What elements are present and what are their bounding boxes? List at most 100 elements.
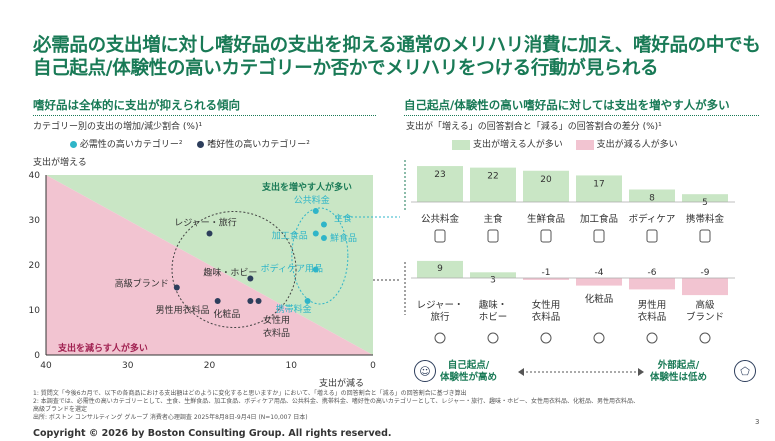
category-icon [699,332,711,344]
y-tick-label: 10 [29,306,41,316]
legend-dot-necessity [70,141,77,148]
bar [523,170,569,202]
bar [629,189,675,202]
bar-value-label: 23 [434,170,445,180]
double-arrow-icon [518,368,644,376]
bar-value-label: -4 [595,268,604,278]
bar-category-label: ブランド [686,311,724,323]
bar-value-label: 5 [702,198,708,208]
x-axis-label: 支出が減る [319,379,365,389]
zone-down-label: 支出を減らす人が多い [58,344,148,354]
scatter-point [255,298,262,304]
copyright: Copyright © 2026 by Boston Consulting Gr… [33,428,392,439]
bar-value-label: -9 [701,268,710,278]
legend-swatch-up [452,139,470,150]
scatter-point-label: 加工食品 [272,230,308,242]
bar [682,278,728,296]
bar-category-label: ホビー [479,312,508,323]
right-subheading: 支出が「増える」の回答割合と「減る」の回答割合の差分 (%)¹ [406,122,662,132]
scatter-point-label: 衣料品 [263,327,290,339]
bar-chart: 23 公共料金 22 主食 20 生鮮食品 17 加工食品 8 ボディケア 5 携帯料金 9 レジャー・旅… [404,160,735,344]
page-number: 3 [755,418,760,426]
bar-value-label: -1 [542,268,551,278]
bar [629,278,675,290]
legend-label-down: 支出が減る人が多い [596,140,678,150]
scatter-point [312,266,319,273]
y-tick-label: 30 [29,216,41,226]
preference-group-ellipse [171,211,297,328]
category-icon [434,332,446,344]
scatter-point-label: ボディケア用品 [261,263,323,275]
x-tick-label: 30 [122,361,134,371]
x-tick-label: 40 [40,361,52,371]
bar [576,175,622,202]
footnote-1: 1: 質問文「今後6カ月で、以下の各商品における支出額はどのように変化すると思い… [33,390,467,397]
bar [470,272,516,278]
scatter-point-label: 化粧品 [213,308,240,320]
page-title: 必需品の支出増に対し嗜好品の支出を抑える通常のメリハリ消費に加え、嗜好品の中でも… [33,35,761,79]
category-icon [434,229,446,243]
legend-dot-preference [197,141,205,148]
scatter-point [312,230,319,237]
bar-category-label: 旅行 [430,311,450,323]
bar-value-label: 3 [490,275,496,285]
footnote-2: 2: 本調査では、必需性の高いカテゴリーとして、主食、生鮮食品、加工食品、ボディ… [33,398,640,405]
legend-label-up: 支出が増える人が多い [473,140,563,150]
category-icon [646,332,658,344]
arrow-left-label: 自己起点/ 体験性が高め [440,360,498,383]
bar-legend: 支出が増える人が多い 支出が減る人が多い [452,137,678,150]
scatter-point [320,235,327,241]
footnotes: 1: 質問文「今後6カ月で、以下の各商品における支出額はどのように変化すると思い… [33,390,758,422]
bar [470,167,516,202]
zone-up-label: 支出を増やす人が多い [262,183,353,193]
scatter-point-label: 主食 [334,213,352,225]
footnote-2b: 高級ブランドを選定 [33,406,88,413]
right-heading: 自己起点/体験性の高い嗜好品に対しては支出を増やす人が多い [404,97,759,116]
x-tick-label: 20 [204,361,216,371]
bar-category-label: 男性用 [638,299,667,311]
scatter-point [304,298,311,304]
x-tick-label: 0 [370,361,376,371]
bar-value-label: 20 [540,175,552,185]
necessity-group-ellipse [291,207,349,305]
zone-down-area [46,175,373,355]
scatter-point [247,275,254,282]
y-tick-label: 40 [29,171,41,181]
legend-swatch-down [575,139,594,150]
external-origin-icon: ⬠ [734,360,756,382]
scatter-point [214,298,221,304]
scatter-point-label: 女性用 [263,314,290,326]
scatter-point-label: 鮮食品 [330,232,357,244]
category-icon [540,332,552,344]
scatter-point [312,208,319,214]
scatter-point-label: 高級ブランド [115,278,169,290]
bar [417,260,463,278]
bar-category-label: 公共料金 [421,213,460,225]
category-icon [593,332,605,344]
bar-category-label: 衣料品 [532,311,561,323]
scatter-point [173,284,180,291]
category-icon [487,229,499,243]
scatter-point-label: 公共料金 [294,194,330,206]
scatter-point-label: レジャー・旅行 [174,217,237,229]
bar-value-label: -6 [648,268,657,278]
scatter-point-label: 趣味・ホビー [203,267,257,279]
legend-label-preference: 嗜好性の高いカテゴリー² [207,140,310,150]
bar-value-label: 17 [593,179,604,189]
scatter-point-label: 携帯料金 [276,303,312,315]
self-origin-icon: ☺ [414,360,436,382]
bar-category-label: 高級 [695,299,715,311]
category-icon [699,229,711,243]
category-icon [540,229,552,243]
y-tick-label: 0 [34,351,40,361]
bar-value-label: 8 [649,194,655,204]
scatter-legend: 必需性の高いカテゴリー² 嗜好性の高いカテゴリー² [70,137,310,150]
bar-value-label: 9 [437,264,443,274]
bar [523,278,569,280]
left-subheading: カテゴリー別の支出の増加/減少割合 (%)¹ [33,122,203,132]
y-axis-label: 支出が増える [33,158,87,168]
category-icon [646,229,658,243]
bar-category-label: 化粧品 [585,293,614,305]
source-note: 出所: ボストン コンサルティング グループ 消費者心理調査 2025年8月8日… [33,414,308,421]
